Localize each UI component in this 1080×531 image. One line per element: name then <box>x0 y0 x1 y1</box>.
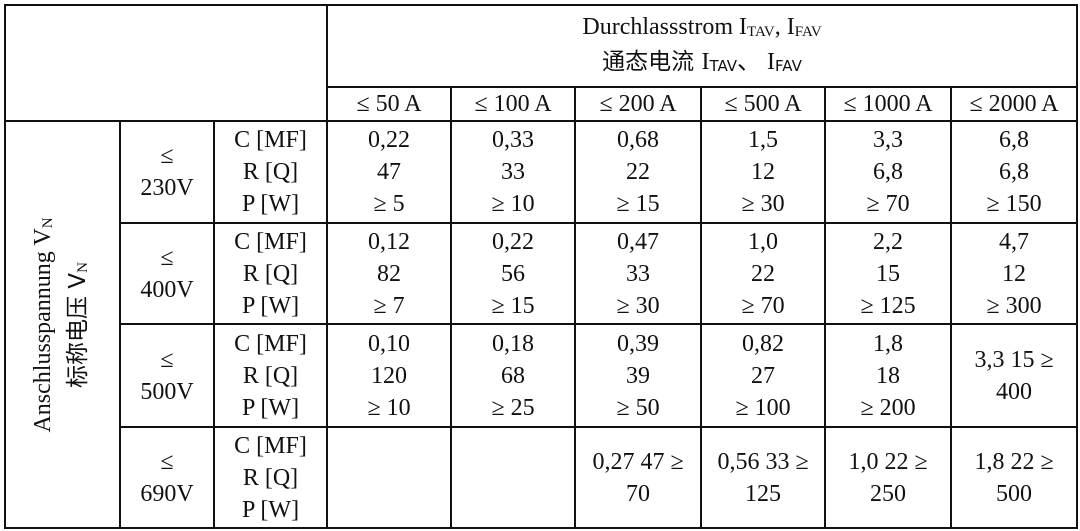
voltage-cell: ≤400V <box>119 222 215 325</box>
value-cell: 0,47 33 ≥ 30 <box>574 222 703 325</box>
value-cell: 0,22 56 ≥ 15 <box>450 222 577 325</box>
param-label-cell: C [MF] R [Q] P [W] <box>212 120 329 224</box>
voltage-cell: ≤690V <box>119 426 215 529</box>
current-col-header: ≤ 1000 A <box>824 86 953 122</box>
current-header-title: Durchlassstrom ITAV, IFAV 通态电流 ITAV、 IFA… <box>326 4 1079 88</box>
value-cell: 0,27 47 ≥70 <box>574 426 703 529</box>
corner-empty-cell <box>3 4 329 122</box>
current-col-header: ≤ 500 A <box>700 86 827 122</box>
empty-value-cell <box>450 426 577 529</box>
value-cell: 1,0 22 ≥250 <box>824 426 953 529</box>
current-col-header: ≤ 2000 A <box>950 86 1079 122</box>
value-cell: 3,3 6,8 ≥ 70 <box>824 120 953 224</box>
value-cell: 0,82 27 ≥ 100 <box>700 323 827 428</box>
value-cell: 1,5 12 ≥ 30 <box>700 120 827 224</box>
value-cell: 0,68 22 ≥ 15 <box>574 120 703 224</box>
value-cell: 0,22 47 ≥ 5 <box>326 120 453 224</box>
value-cell: 1,0 22 ≥ 70 <box>700 222 827 325</box>
header-title-de: Durchlassstrom ITAV, IFAV <box>582 13 822 40</box>
value-cell: 1,8 22 ≥500 <box>950 426 1079 529</box>
side-label: Anschlusspannung VN 标称电压 VN <box>29 216 91 433</box>
value-cell: 0,33 33 ≥ 10 <box>450 120 577 224</box>
value-cell: 2,2 15 ≥ 125 <box>824 222 953 325</box>
value-cell: 0,39 39 ≥ 50 <box>574 323 703 428</box>
voltage-cell: ≤230V <box>119 120 215 224</box>
value-cell: 6,8 6,8 ≥ 150 <box>950 120 1079 224</box>
value-cell: 4,7 12 ≥ 300 <box>950 222 1079 325</box>
param-label-cell: C [MF] R [Q] P [W] <box>212 222 329 325</box>
current-col-header: ≤ 50 A <box>326 86 453 122</box>
voltage-cell: ≤500V <box>119 323 215 428</box>
header-title-cn: 通态电流 ITAV、 IFAV <box>602 48 802 75</box>
value-cell: 0,18 68 ≥ 25 <box>450 323 577 428</box>
empty-value-cell <box>326 426 453 529</box>
param-label-cell: C [MF] R [Q] P [W] <box>212 426 329 529</box>
value-cell: 0,10 120 ≥ 10 <box>326 323 453 428</box>
param-label-cell: C [MF] R [Q] P [W] <box>212 323 329 428</box>
current-col-header: ≤ 200 A <box>574 86 703 122</box>
value-cell: 0,56 33 ≥125 <box>700 426 827 529</box>
value-cell: 1,8 18 ≥ 200 <box>824 323 953 428</box>
value-cell: 3,3 15 ≥400 <box>950 323 1079 428</box>
current-col-header: ≤ 100 A <box>450 86 577 122</box>
side-label-cell: Anschlusspannung VN 标称电压 VN <box>4 120 121 529</box>
snubber-table: Durchlassstrom ITAV, IFAV 通态电流 ITAV、 IFA… <box>3 4 1079 529</box>
value-cell: 0,12 82 ≥ 7 <box>326 222 453 325</box>
